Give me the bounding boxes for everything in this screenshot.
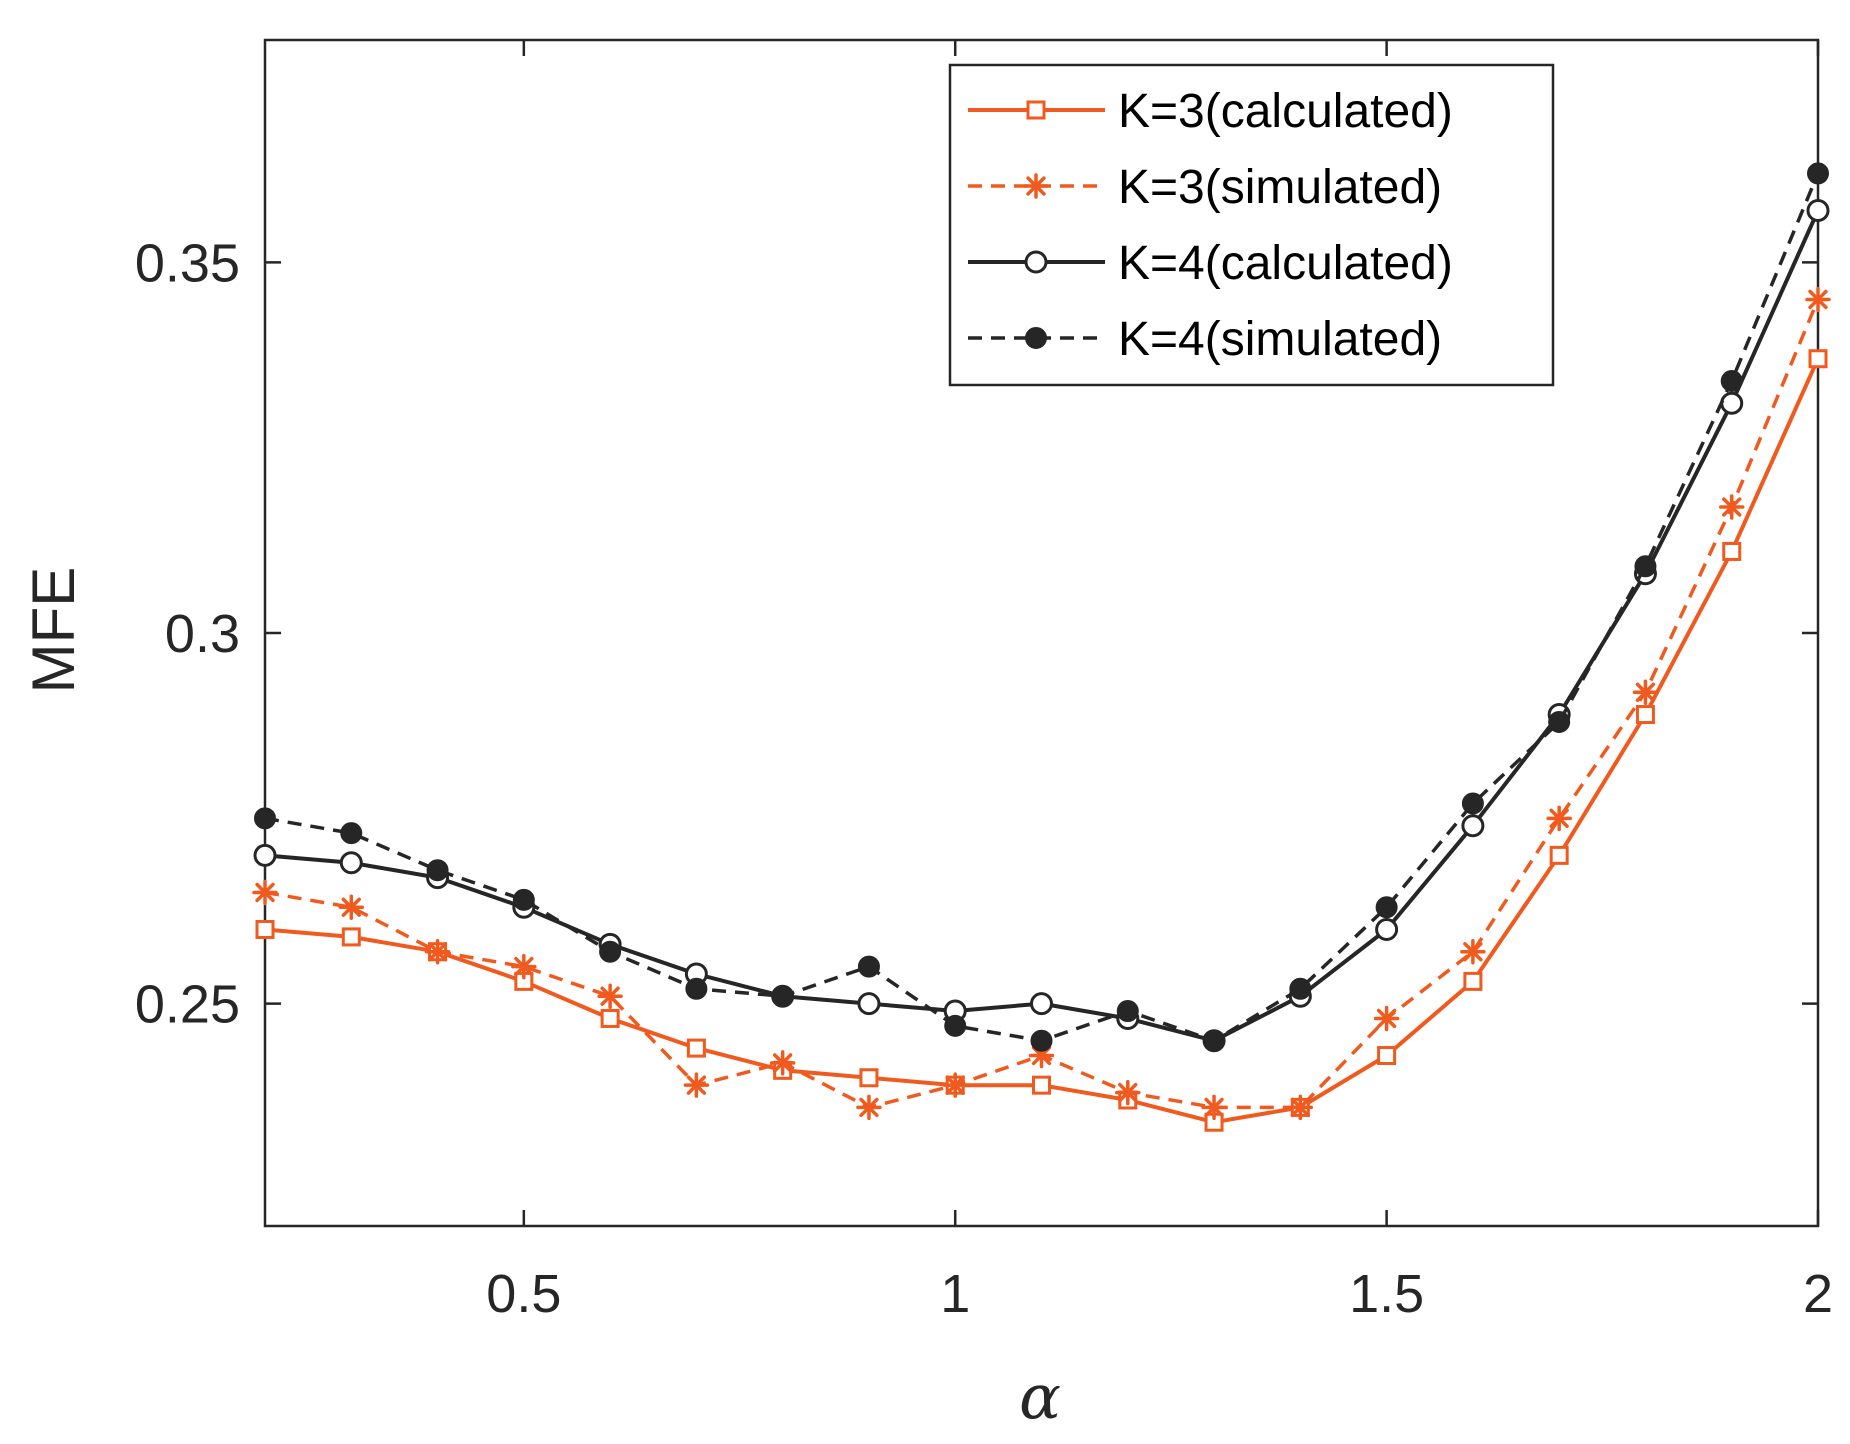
x-tick-label: 2 [1803, 1264, 1833, 1324]
data-point [1549, 845, 1569, 865]
legend-entry: K=4(calculated) [968, 237, 1453, 290]
legend-swatch-marker [1024, 250, 1048, 274]
y-tick-label: 0.25 [135, 975, 240, 1035]
legend-entry: K=4(simulated) [968, 313, 1442, 366]
data-point [1032, 1075, 1051, 1095]
legend-label: K=3(calculated) [1118, 85, 1453, 138]
legend-label: K=4(calculated) [1118, 237, 1453, 290]
data-point [769, 1050, 796, 1076]
data-point [1287, 1094, 1314, 1121]
data-point [339, 851, 363, 875]
data-point [1203, 1029, 1226, 1052]
data-point [683, 1072, 710, 1098]
y-tick-label: 0.35 [135, 233, 240, 293]
data-point [857, 955, 880, 978]
legend-entry: K=3(simulated) [968, 161, 1442, 214]
data-point [341, 927, 361, 947]
legend-swatch-marker [1025, 327, 1047, 349]
data-point [1720, 369, 1743, 392]
data-point [1373, 1005, 1400, 1032]
data-point [426, 859, 449, 882]
data-point [771, 985, 794, 1008]
x-axis-label: α [1019, 1360, 1061, 1433]
data-point [1289, 977, 1312, 1000]
data-point [1463, 971, 1483, 991]
data-point [686, 1038, 706, 1058]
data-point [1548, 710, 1571, 733]
data-point [685, 977, 708, 1000]
data-point [1461, 792, 1484, 815]
data-point [338, 894, 365, 921]
x-tick-label: 1.5 [1349, 1264, 1424, 1324]
data-point [1030, 992, 1053, 1016]
data-point [511, 953, 537, 980]
x-axis-ticks: 0.5 1 1.5 2 [486, 40, 1833, 1324]
legend-box [948, 63, 1555, 387]
legend-label: K=4(simulated) [1118, 313, 1442, 366]
data-point [424, 938, 451, 965]
y-axis-ticks: 0.25 0.3 0.35 [135, 233, 1818, 1035]
data-point [1720, 391, 1744, 415]
data-point [255, 920, 275, 939]
data-point [1632, 679, 1659, 706]
data-point [1115, 1079, 1141, 1106]
data-point [1461, 814, 1485, 838]
data-point [1807, 162, 1829, 185]
y-tick-label: 0.3 [165, 604, 240, 664]
legend-swatch-marker [1023, 173, 1049, 199]
data-point [1805, 286, 1831, 313]
data-point [944, 1014, 967, 1037]
data-point [1635, 705, 1655, 725]
data-point [1546, 805, 1572, 832]
data-point [1722, 541, 1742, 561]
data-point [1201, 1094, 1227, 1121]
data-point [1806, 198, 1830, 222]
legend-label: K=3(simulated) [1118, 161, 1442, 214]
data-point [856, 1094, 882, 1121]
data-point [1634, 555, 1657, 578]
series-K=3(simulated) [252, 286, 1831, 1121]
data-point [1030, 1029, 1053, 1052]
series-K=4(simulated) [254, 162, 1829, 1052]
data-point [600, 1008, 620, 1028]
data-point [1808, 349, 1828, 369]
data-point [1718, 494, 1745, 520]
data-point [1377, 1046, 1397, 1066]
data-point [599, 940, 622, 963]
data-point [253, 843, 277, 867]
y-axis-label: MFE [20, 567, 87, 694]
data-point [340, 822, 363, 845]
data-point [1375, 918, 1399, 941]
series-line [264, 298, 1820, 1110]
data-point [859, 1068, 879, 1088]
legend-swatch-marker [1026, 100, 1046, 120]
legend-entry: K=3(calculated) [968, 85, 1453, 138]
data-point [1460, 938, 1486, 965]
data-point [1116, 1000, 1139, 1023]
data-point [597, 983, 623, 1009]
data-point [1375, 896, 1398, 919]
x-tick-label: 1 [940, 1264, 970, 1324]
series-layer [252, 162, 1831, 1132]
data-point [942, 1072, 968, 1098]
data-point [254, 807, 276, 830]
data-point [252, 879, 278, 906]
x-tick-label: 0.5 [486, 1264, 561, 1324]
legend: K=3(calculated) K=3(simulated) K=4(calcula… [948, 63, 1555, 387]
data-point [857, 992, 881, 1016]
data-point [512, 888, 535, 911]
